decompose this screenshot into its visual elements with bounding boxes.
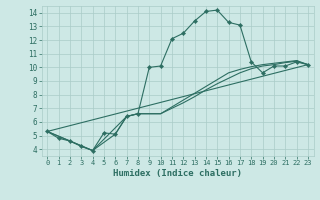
X-axis label: Humidex (Indice chaleur): Humidex (Indice chaleur) xyxy=(113,169,242,178)
